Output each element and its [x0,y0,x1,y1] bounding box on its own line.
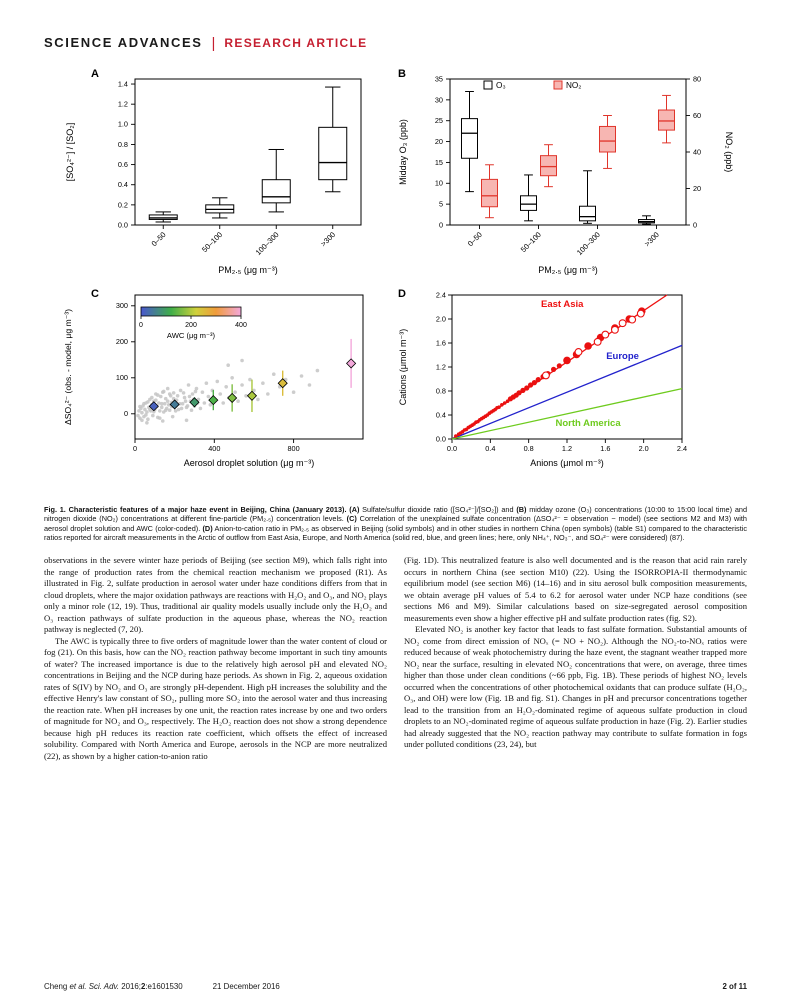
svg-text:NO₂: NO₂ [566,81,581,90]
svg-text:30: 30 [434,95,442,104]
citation: Cheng et al. Sci. Adv. 2016;2:e1601530 [44,982,183,991]
svg-text:15: 15 [434,158,442,167]
page-number: 2 of 11 [722,982,747,991]
column-right: (Fig. 1D). This neutralized feature is a… [404,555,747,762]
svg-text:[SO₄²⁻] / [SO₂]: [SO₄²⁻] / [SO₂] [65,123,75,181]
svg-text:60: 60 [693,111,701,120]
svg-text:200: 200 [185,322,197,329]
svg-text:Cations (μmol m⁻³): Cations (μmol m⁻³) [398,329,408,405]
svg-text:0.0: 0.0 [446,444,456,453]
figure1-panel-b: 0 5 10 15 20 25 30 35 0 20 40 60 80 0–50 50–100 100–300… [398,68,734,275]
svg-text:0: 0 [693,220,697,229]
body-columns: observations in the severe winter haze p… [44,555,747,762]
svg-text:0: 0 [132,444,136,453]
svg-text:PM₂.₅ (μg m⁻³): PM₂.₅ (μg m⁻³) [218,265,278,275]
svg-text:0.2: 0.2 [117,200,127,209]
svg-text:0–50: 0–50 [149,230,167,248]
svg-text:0: 0 [438,220,442,229]
svg-text:400: 400 [235,322,247,329]
svg-text:0: 0 [139,322,143,329]
svg-text:1.4: 1.4 [117,79,127,88]
svg-text:0.8: 0.8 [117,140,127,149]
figure1-panel-d: 0.00.0 0.4 0.4 0.8 0.8 1.2 1.2 1.6 1.6 2.0 2.0 2.4 2… [398,288,687,468]
body-paragraph: The AWC is typically three to five order… [44,635,387,761]
svg-text:20: 20 [434,137,442,146]
svg-text:50–100: 50–100 [518,230,542,254]
svg-text:C: C [91,288,99,300]
svg-text:O₃: O₃ [496,81,506,90]
svg-text:Anions (μmol m⁻³): Anions (μmol m⁻³) [530,458,603,468]
svg-text:Europe: Europe [606,351,639,362]
svg-text:B: B [398,68,406,80]
svg-text:1.2: 1.2 [435,362,445,371]
figure1-panel-c: 0 100 200 300 0 400 800 0 200 400 AWC (μg m⁻³) Aero… [63,288,363,468]
svg-text:100–300: 100–300 [253,230,280,257]
svg-text:2.0: 2.0 [435,314,445,323]
svg-text:100: 100 [115,373,127,382]
svg-text:40: 40 [693,147,701,156]
svg-text:Aerosol droplet solution (μg m: Aerosol droplet solution (μg m⁻³) [183,458,314,468]
svg-text:300: 300 [115,301,127,310]
figure1-panel-a: 0.0 0.2 0.4 0.6 0.8 1.0 1.2 1.4 0–50 50–100 100–30… [65,68,361,275]
svg-text:5: 5 [438,200,442,209]
svg-text:200: 200 [115,337,127,346]
svg-text:D: D [398,288,406,300]
svg-text:100–300: 100–300 [574,230,601,257]
svg-text:1.6: 1.6 [600,444,610,453]
svg-text:AWC (μg m⁻³): AWC (μg m⁻³) [166,331,215,340]
svg-text:2.0: 2.0 [638,444,648,453]
svg-text:North America: North America [555,418,621,429]
body-paragraph: observations in the severe winter haze p… [44,555,387,635]
masthead: SCIENCE ADVANCES | RESEARCH ARTICLE [44,34,747,52]
svg-text:0.6: 0.6 [117,160,127,169]
page-footer: Cheng et al. Sci. Adv. 2016;2:e1601530 2… [44,982,747,991]
svg-text:0–50: 0–50 [465,230,483,248]
svg-text:1.0: 1.0 [117,120,127,129]
svg-text:>300: >300 [318,230,336,248]
svg-text:20: 20 [693,184,701,193]
svg-text:0.0: 0.0 [435,434,445,443]
column-left: observations in the severe winter haze p… [44,555,387,762]
svg-text:25: 25 [434,116,442,125]
svg-text:>300: >300 [642,230,660,248]
svg-text:400: 400 [208,444,220,453]
svg-text:NO₂ (ppb): NO₂ (ppb) [724,132,734,173]
svg-text:0.4: 0.4 [435,410,445,419]
svg-text:A: A [91,68,99,80]
svg-text:50–100: 50–100 [200,230,224,254]
svg-text:2.4: 2.4 [435,290,445,299]
svg-text:East Asia: East Asia [540,299,583,310]
masthead-divider: | [211,35,216,52]
footer-date: 21 December 2016 [212,982,280,991]
figure-caption: Fig. 1. Characteristic features of a maj… [44,505,747,542]
svg-text:ΔSO₄²⁻ (obs. - model, μg m⁻³): ΔSO₄²⁻ (obs. - model, μg m⁻³) [63,309,73,425]
journal-name: SCIENCE ADVANCES [44,35,203,50]
svg-text:0.0: 0.0 [117,220,127,229]
svg-text:PM₂.₅ (μg m⁻³): PM₂.₅ (μg m⁻³) [538,265,598,275]
svg-text:2.4: 2.4 [676,444,686,453]
svg-text:0: 0 [123,409,127,418]
svg-text:1.2: 1.2 [561,444,571,453]
svg-text:35: 35 [434,74,442,83]
svg-text:800: 800 [287,444,299,453]
svg-text:10: 10 [434,179,442,188]
figure1: 0.0 0.2 0.4 0.6 0.8 1.0 1.2 1.4 0–50 50–100 100–30… [51,65,741,497]
body-paragraph: (Fig. 1D). This neutralized feature is a… [404,555,747,623]
svg-text:80: 80 [693,74,701,83]
svg-text:0.4: 0.4 [117,180,127,189]
svg-text:0.8: 0.8 [435,386,445,395]
svg-text:1.6: 1.6 [435,338,445,347]
article-type-label: RESEARCH ARTICLE [224,36,368,50]
svg-text:1.2: 1.2 [117,100,127,109]
svg-text:0.4: 0.4 [485,444,495,453]
svg-text:0.8: 0.8 [523,444,533,453]
body-paragraph: Elevated NO₂ is another key factor that … [404,624,747,750]
svg-text:Midday O₃ (ppb): Midday O₃ (ppb) [398,119,408,185]
